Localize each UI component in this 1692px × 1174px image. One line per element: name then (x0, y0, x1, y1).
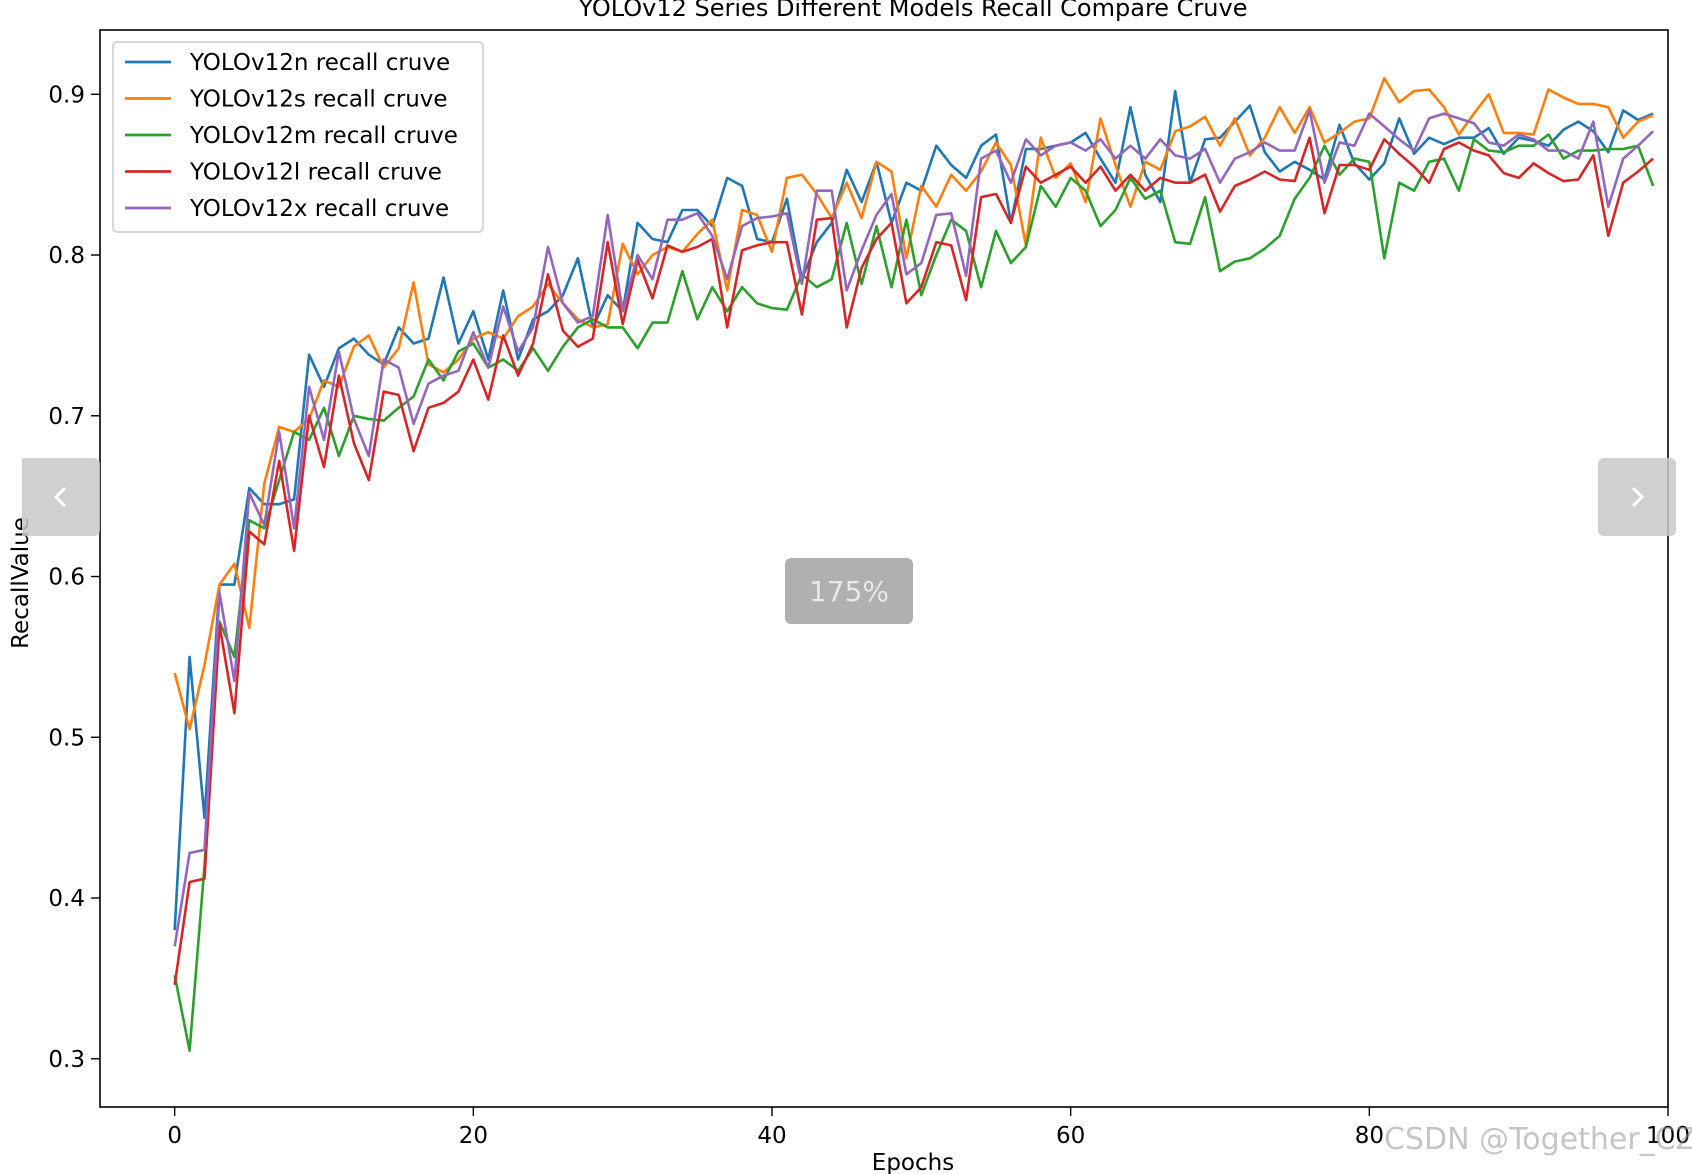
x-tick-label: 100 (1646, 1123, 1690, 1149)
series-line-1 (173, 76, 1654, 731)
chevron-right-icon (1631, 486, 1645, 508)
legend-label: YOLOv12s recall cruve (189, 87, 448, 113)
y-tick-label: 0.5 (48, 725, 85, 751)
zoom-level-indicator: 175% (785, 558, 913, 624)
series-line-0 (173, 89, 1654, 931)
x-tick-label: 40 (757, 1123, 786, 1149)
series-line-2 (173, 133, 1655, 1052)
x-tick-label: 80 (1355, 1123, 1384, 1149)
legend-box (112, 41, 484, 233)
previous-image-button[interactable] (22, 458, 100, 536)
plot-frame (99, 29, 1669, 1108)
x-tick-label: 60 (1056, 1123, 1085, 1149)
next-image-button[interactable] (1598, 458, 1676, 536)
y-tick-label: 0.9 (48, 82, 85, 108)
x-axis-label: Epochs (872, 1150, 954, 1174)
y-tick-label: 0.3 (48, 1047, 85, 1073)
legend-label: YOLOv12n recall cruve (189, 50, 450, 76)
y-tick-label: 0.7 (48, 404, 85, 430)
y-tick-label: 0.6 (48, 565, 85, 591)
x-tick-label: 0 (167, 1123, 182, 1149)
series-line-3 (173, 136, 1654, 985)
y-tick-label: 0.4 (48, 886, 85, 912)
watermark: CSDN @Together_CZ (1384, 1122, 1692, 1157)
series-line-4 (173, 109, 1655, 947)
x-tick-label: 20 (459, 1123, 488, 1149)
legend-label: YOLOv12l recall cruve (189, 160, 442, 186)
y-axis-label: RecallValue (8, 517, 34, 649)
legend-label: YOLOv12m recall cruve (189, 123, 458, 149)
chart-title: YOLOv12 Series Different Models Recall C… (578, 0, 1248, 22)
y-tick-label: 0.8 (48, 243, 85, 269)
chevron-left-icon (53, 486, 67, 508)
legend-label: YOLOv12x recall cruve (189, 196, 449, 222)
